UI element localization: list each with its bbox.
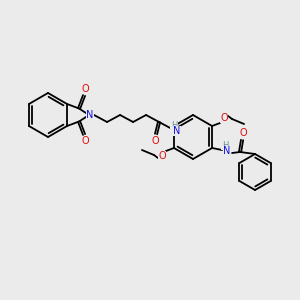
Text: H: H bbox=[171, 122, 177, 130]
Text: N: N bbox=[173, 126, 181, 136]
Text: O: O bbox=[151, 136, 159, 146]
Text: O: O bbox=[81, 83, 89, 94]
Text: H: H bbox=[222, 140, 228, 149]
Text: O: O bbox=[158, 151, 166, 161]
Text: O: O bbox=[239, 128, 247, 138]
Text: N: N bbox=[224, 146, 231, 156]
Text: O: O bbox=[220, 113, 228, 123]
Text: N: N bbox=[86, 110, 94, 120]
Text: O: O bbox=[81, 136, 89, 146]
